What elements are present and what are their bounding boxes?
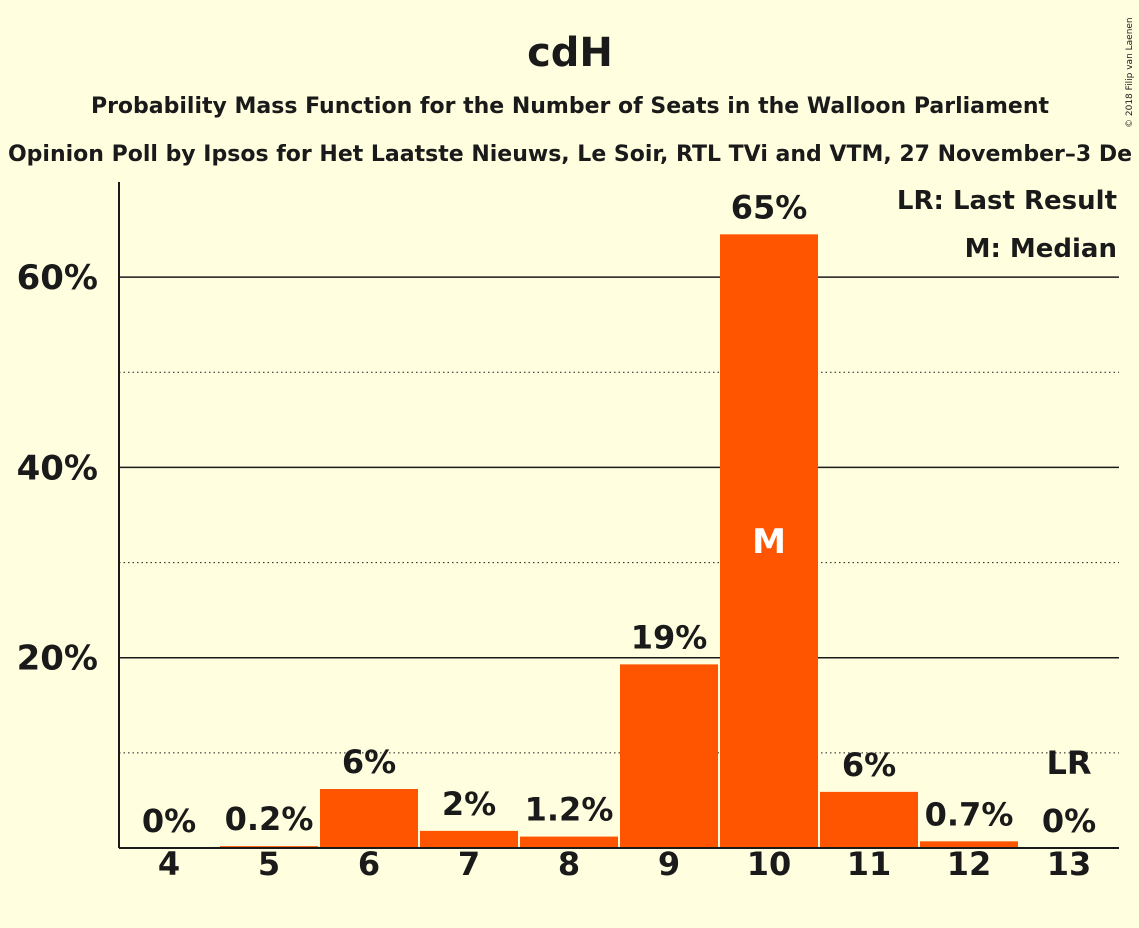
bar-value-label: 19% [631,618,708,656]
bar-value-label: 0.7% [925,795,1014,833]
y-tick-label: 60% [17,258,98,298]
bar [720,234,818,849]
x-tick-label: 13 [1047,845,1092,883]
bar [920,841,1018,848]
bar [820,791,918,848]
bar-value-label: 6% [842,746,896,784]
bar [620,664,718,848]
bar-value-label: 0% [142,802,196,840]
x-tick-label: 9 [658,845,680,883]
y-tick-label: 40% [17,448,98,488]
axes-layer: 20% 40% 60% 4 5 6 7 8 9 10 11 12 13 [17,182,1119,883]
bar-value-label: 6% [342,743,396,781]
chart-title: cdH [527,30,613,76]
bar-value-label: 0% [1042,802,1096,840]
bar-value-label: 1.2% [525,791,614,829]
legend-entry: M: Median [965,234,1117,264]
bar-value-label: 2% [442,785,496,823]
median-marker: M [752,522,786,562]
y-tick-label: 20% [17,639,98,679]
x-tick-label: 5 [258,845,280,883]
legend-entry: LR: Last Result [897,186,1117,216]
bars-layer [220,234,1018,849]
x-tick-label: 6 [358,845,380,883]
bar-value-label: 0.2% [225,800,314,838]
bar [420,830,518,848]
bar [520,836,618,848]
last-result-marker: LR [1046,744,1091,782]
x-tick-label: 8 [558,845,580,883]
x-tick-label: 7 [458,845,480,883]
grid-layer [119,276,1119,754]
x-tick-label: 4 [158,845,180,883]
legend: LR: Last Result M: Median [897,186,1117,264]
x-tick-label: 10 [747,845,792,883]
x-tick-label: 11 [847,845,892,883]
x-tick-label: 12 [947,845,992,883]
bar [320,789,418,848]
chart-subtitle-poll: Opinion Poll by Ipsos for Het Laatste Ni… [8,142,1132,167]
copyright-note: © 2018 Filip van Laenen [1125,17,1135,128]
bar-value-label: 65% [731,188,808,226]
chart-subtitle: Probability Mass Function for the Number… [91,94,1050,119]
labels-layer: 0% 0.2% 6% 2% 1.2% 19% 65% M 6% 0.7% 0% LR [142,188,1096,840]
